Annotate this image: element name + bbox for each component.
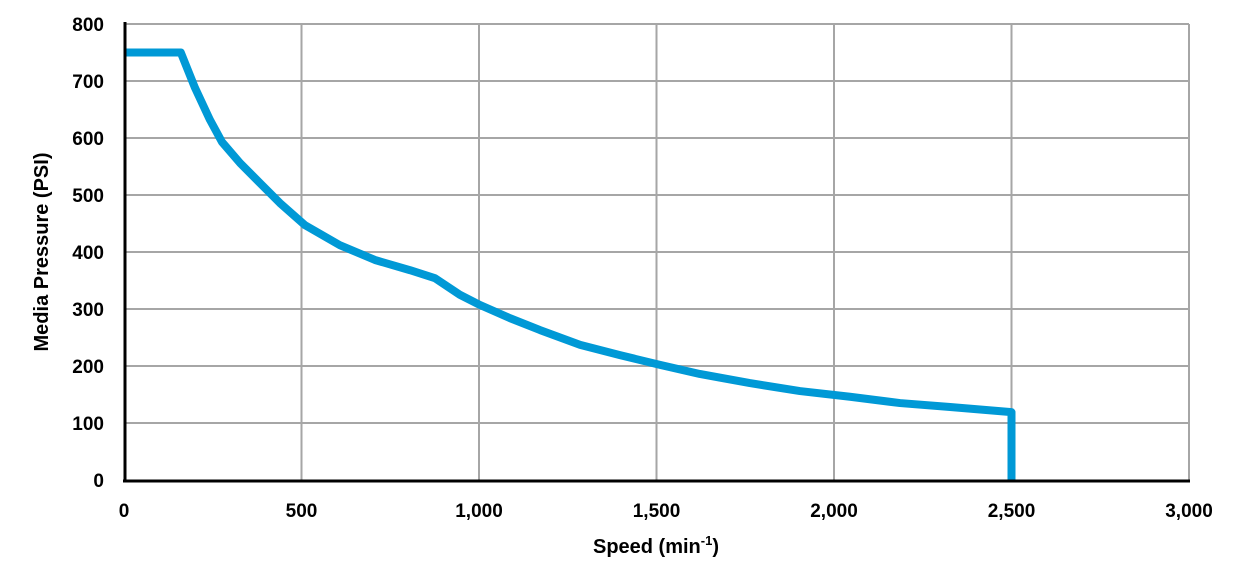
y-tick-label: 400: [72, 243, 104, 264]
series: [124, 48, 1016, 480]
y-tick-label: 600: [72, 129, 104, 150]
tick-labels: 0 100 200 300 400 500 600 700 800 0 500 1,000 1,500 2…: [72, 15, 1212, 522]
y-tick-label: 800: [72, 15, 104, 36]
x-axis-label: Speed (min-1): [593, 533, 719, 558]
y-tick-label: 700: [72, 72, 104, 93]
grid: [124, 23, 1190, 480]
y-tick-label: 200: [72, 357, 104, 378]
x-tick-label: 2,000: [810, 501, 858, 522]
x-tick-label: 1,500: [633, 501, 681, 522]
y-axis-label: Media Pressure (PSI): [31, 153, 53, 352]
x-tick-label: 2,500: [988, 501, 1036, 522]
x-tick-label: 1,000: [455, 501, 503, 522]
y-tick-label: 300: [72, 300, 104, 321]
series-line: [124, 48, 1016, 480]
y-tick-label: 0: [93, 471, 104, 492]
y-tick-label: 100: [72, 414, 104, 435]
x-tick-label: 500: [286, 501, 318, 522]
x-tick-label: 0: [119, 501, 130, 522]
x-tick-label: 3,000: [1165, 501, 1213, 522]
y-tick-label: 500: [72, 186, 104, 207]
